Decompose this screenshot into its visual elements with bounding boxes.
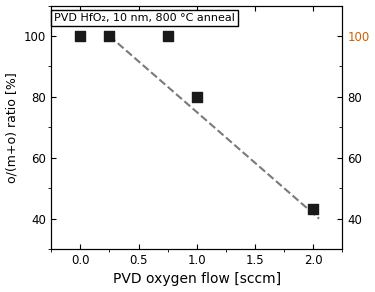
Point [77, 34, 83, 38]
Point [165, 34, 171, 38]
Text: PVD HfO₂, 10 nm, 800 °C anneal: PVD HfO₂, 10 nm, 800 °C anneal [54, 13, 235, 23]
Y-axis label: o/(m+o) ratio [%]: o/(m+o) ratio [%] [6, 72, 18, 183]
Point [310, 207, 316, 212]
Point [194, 95, 200, 99]
X-axis label: PVD oxygen flow [sccm]: PVD oxygen flow [sccm] [113, 272, 281, 286]
Point [106, 34, 112, 38]
